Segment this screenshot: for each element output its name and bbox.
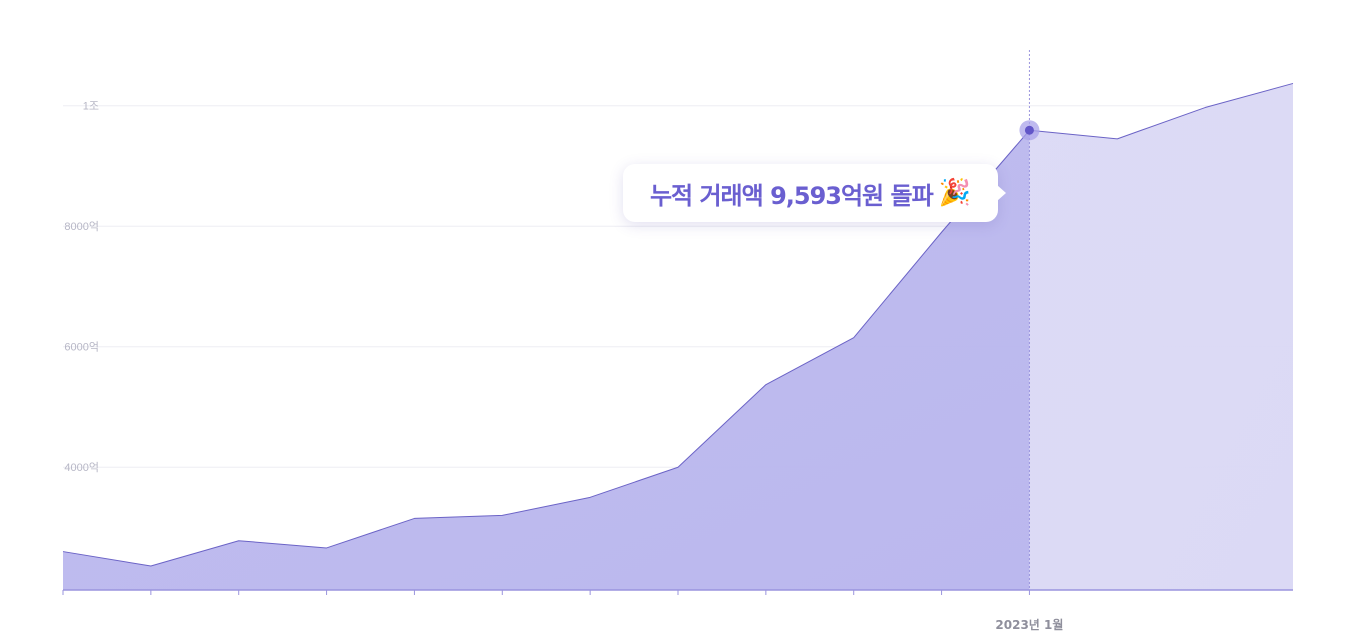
y-tick-label: 4000억	[64, 461, 99, 474]
data-point	[1291, 81, 1295, 85]
actual-area	[63, 130, 1030, 590]
data-point	[764, 383, 768, 387]
data-point	[588, 495, 592, 499]
data-point	[1203, 106, 1207, 110]
data-point	[940, 230, 944, 234]
data-point	[61, 550, 65, 554]
x-tick-label: 2023년 1월	[995, 617, 1063, 632]
data-point	[1115, 137, 1119, 141]
highlight-marker	[1024, 125, 1034, 135]
data-point	[237, 539, 241, 543]
data-point	[412, 516, 416, 520]
party-popper-icon: 🎉	[938, 178, 972, 208]
milestone-callout: 누적 거래액 9,593억원 돌파 🎉	[623, 164, 1006, 222]
data-point	[676, 465, 680, 469]
data-point	[852, 336, 856, 340]
series-line	[62, 82, 1294, 567]
callout-text: 누적 거래액 9,593억원 돌파	[649, 181, 934, 210]
data-point	[500, 513, 504, 517]
data-point	[325, 546, 329, 550]
y-tick-label: 8000억	[64, 220, 99, 233]
y-tick-label: 6000억	[64, 341, 99, 354]
data-point	[149, 564, 153, 568]
y-tick-label: 1조	[83, 101, 99, 113]
projected-area	[1029, 83, 1293, 590]
